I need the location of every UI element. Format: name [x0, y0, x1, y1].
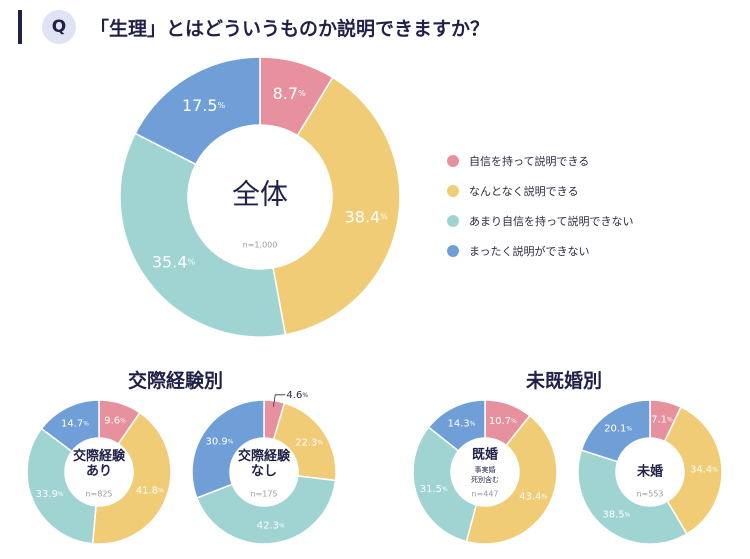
data-label: 38.4% — [345, 207, 389, 226]
legend-swatch-icon — [447, 215, 459, 227]
data-label: 43.4% — [519, 491, 547, 502]
donut-slice — [272, 76, 401, 336]
donut-slice — [577, 449, 688, 545]
data-label: 42.3% — [257, 520, 285, 531]
data-label: 30.9% — [205, 436, 233, 447]
donut-slice — [26, 427, 97, 545]
data-label: 10.7% — [489, 416, 517, 427]
legend-item: 自信を持って説明できる — [447, 146, 633, 176]
legend-label: なんとなく説明できる — [469, 185, 579, 198]
donut-sample-size: n=447 — [471, 490, 498, 499]
data-label: 8.7% — [273, 84, 306, 103]
legend: 自信を持って説明できる なんとなく説明できる あまり自信を持って説明できない ま… — [447, 146, 633, 266]
legend-item: なんとなく説明できる — [447, 176, 633, 206]
donut-slice — [134, 56, 261, 166]
data-label: 31.5% — [420, 483, 448, 494]
data-label: 33.9% — [36, 488, 64, 499]
question-badge: Q — [42, 10, 76, 44]
donut-slice — [465, 414, 558, 545]
donut-sample-size: n=1,000 — [243, 241, 278, 250]
donut-center-subtitle: 事実婚 — [475, 465, 496, 474]
donut-sample-size: n=825 — [85, 490, 112, 499]
data-label: 22.3% — [295, 437, 323, 448]
donut-sample-size: n=553 — [636, 490, 663, 499]
question-accent-bar — [18, 10, 22, 44]
donut-sample-size: n=175 — [250, 490, 277, 499]
donut-center-title: 未婚 — [636, 464, 663, 480]
donut-center-title: なし — [251, 464, 277, 479]
donut-slice — [195, 475, 337, 545]
donut-slice — [191, 399, 265, 499]
legend-label: あまり自信を持って説明できない — [469, 215, 634, 228]
donut-center-title: 交際経験 — [238, 448, 291, 464]
legend-swatch-icon — [447, 185, 459, 197]
donut-center-subtitle: 死別含む — [471, 475, 499, 484]
legend-label: 自信を持って説明できる — [469, 155, 590, 168]
data-label: 7.1% — [651, 414, 673, 425]
data-label: 14.3% — [448, 418, 476, 429]
section-title-relationship: 交際経験別 — [128, 370, 224, 392]
donut-slice — [427, 399, 486, 452]
data-label: 20.1% — [604, 423, 632, 434]
donut-slice — [663, 406, 723, 535]
donut-slice — [412, 426, 478, 543]
data-label: 17.5% — [182, 95, 226, 114]
donut-center-title: 全体 — [232, 178, 288, 211]
data-label: 34.4% — [690, 464, 718, 475]
donut-slice — [119, 132, 287, 338]
donut-center-title: あり — [86, 464, 112, 479]
donut-unmarried: 7.1% 34.4% 38.5% 20.1% 未婚 n=553 — [577, 399, 723, 545]
legend-item: あまり自信を持って説明できない — [447, 206, 633, 236]
data-label: 9.6% — [104, 415, 126, 426]
data-label: 14.7% — [61, 418, 89, 429]
leader-line — [273, 394, 286, 407]
donut-slice — [580, 399, 651, 463]
question-title: 「生理」とはどういうものか説明できますか？ — [90, 18, 490, 40]
donut-slice — [40, 399, 100, 453]
donut-slice — [91, 411, 172, 545]
donut-center-title: 既婚 — [472, 447, 498, 463]
legend-swatch-icon — [447, 155, 459, 167]
donut-main: 8.7% 38.4% 35.4% 17.5% 全体 n=1,000 — [119, 56, 401, 338]
data-label: 41.8% — [136, 485, 164, 496]
donut-slice — [272, 402, 337, 482]
donut-center-title: 交際経験 — [73, 448, 126, 464]
legend-item: まったく説明ができない — [447, 236, 633, 266]
legend-label: まったく説明ができない — [469, 245, 590, 258]
data-label: 38.5% — [602, 509, 630, 520]
data-label: 4.6% — [286, 389, 308, 400]
section-title-marital: 未既婚別 — [526, 370, 603, 392]
legend-swatch-icon — [447, 245, 459, 257]
data-label: 35.4% — [152, 252, 196, 271]
